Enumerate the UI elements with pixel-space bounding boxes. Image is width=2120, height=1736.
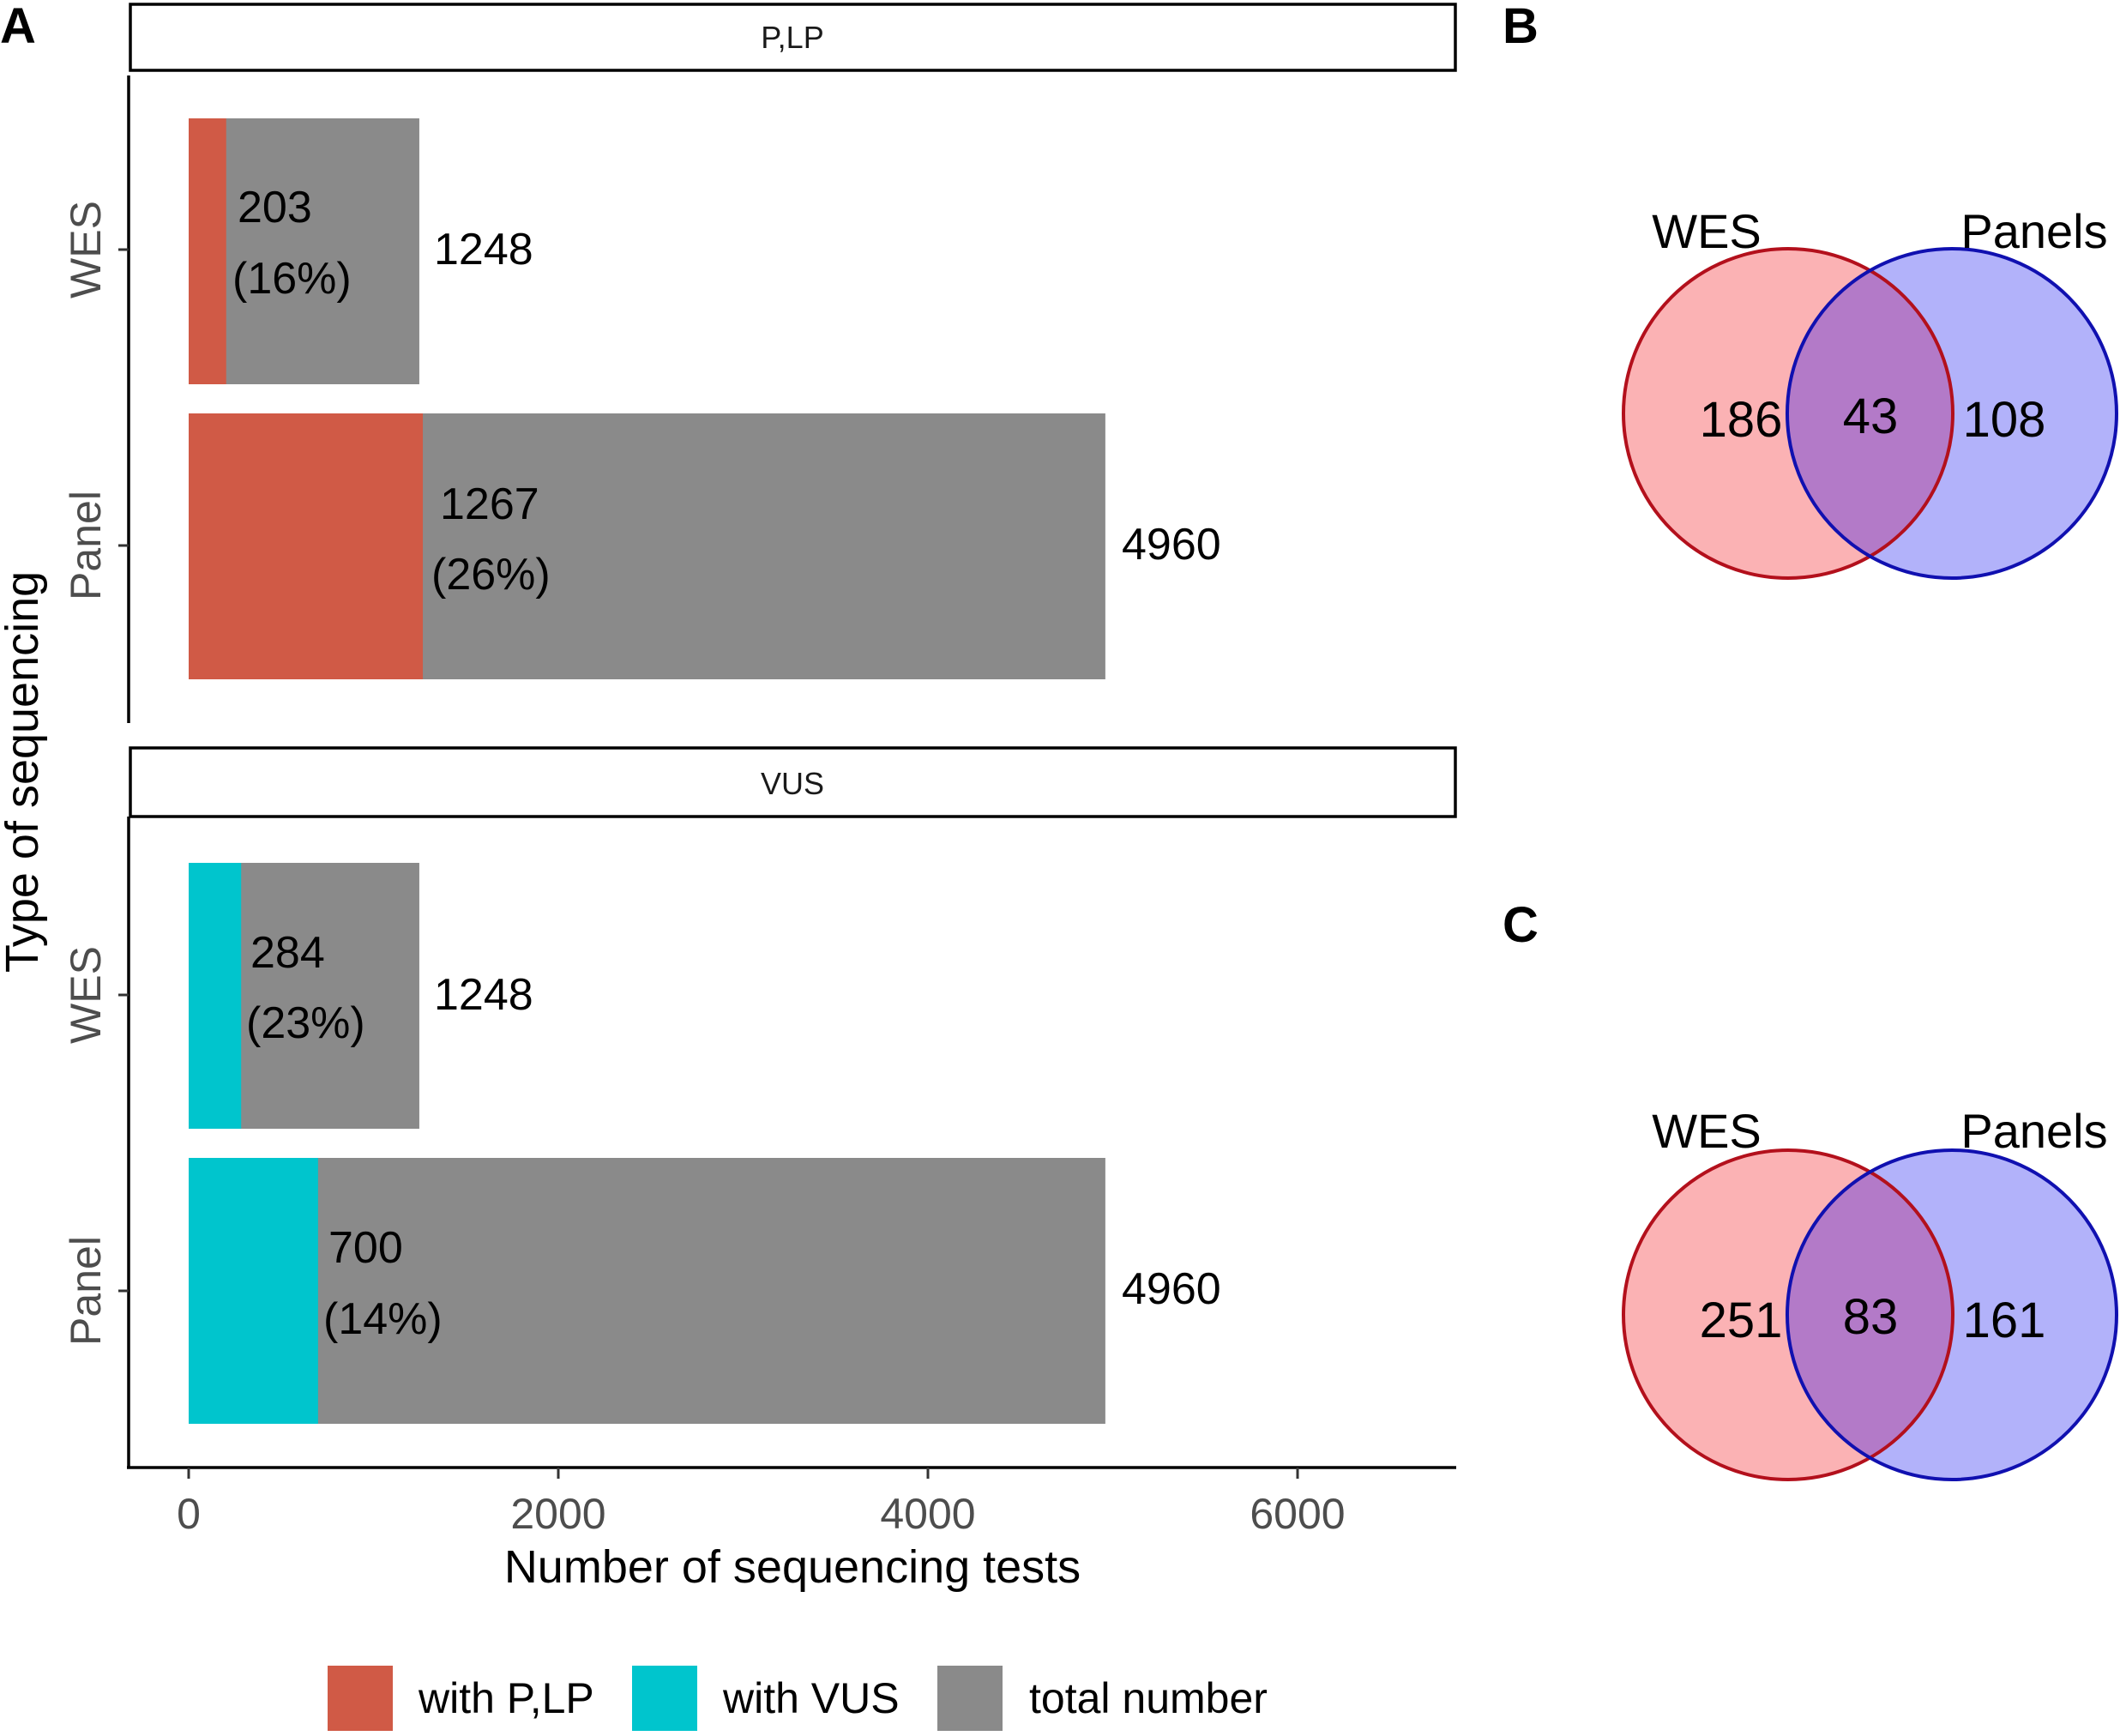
facet-strip-vus — [129, 746, 1457, 818]
legend-swatch-plp — [328, 1666, 393, 1731]
bar-vus-panel-total — [189, 1158, 1105, 1424]
bar-plp-wes-subset — [189, 118, 226, 384]
bar-label-vus-panel-pct: (14%) — [323, 1294, 443, 1344]
venn-b-panels-outline — [1786, 247, 2118, 580]
venn-c-only-wes: 251 — [1700, 1293, 1783, 1348]
venn-c-wes-label: WES — [1652, 1104, 1762, 1158]
venn-b-panels-label: Panels — [1960, 204, 2107, 258]
venn-b-only-panels: 108 — [1963, 392, 2046, 448]
bar-label-vus-panel-total: 4960 — [1122, 1264, 1221, 1314]
legend-swatch-vus — [632, 1666, 697, 1731]
legend-label-vus: with VUS — [722, 1674, 900, 1722]
y-tick-label-vus-wes: WES — [62, 946, 110, 1044]
bar-label-plp-wes-count: 203 — [238, 183, 312, 232]
bar-label-plp-panel-total: 4960 — [1122, 520, 1221, 570]
facet-strip-plp-label: P,LP — [761, 20, 823, 55]
venn-b-wes-outline — [1622, 247, 1954, 580]
venn-c-only-panels: 161 — [1963, 1293, 2046, 1348]
x-axis-title: Number of sequencing tests — [504, 1541, 1081, 1593]
bar-plp-wes-total — [189, 118, 419, 384]
venn-b: WES Panels 186 43 108 — [1622, 204, 2118, 580]
x-tick-label-4000: 4000 — [880, 1490, 975, 1538]
bar-label-plp-panel-count: 1267 — [440, 479, 539, 529]
bar-vus-panel-subset — [189, 1158, 318, 1424]
facet-strip-plp — [129, 3, 1457, 72]
bar-label-plp-wes-total: 1248 — [434, 225, 533, 274]
legend-swatch-total — [937, 1666, 1003, 1731]
venn-b-only-wes: 186 — [1700, 392, 1783, 448]
facet-strip-vus-label: VUS — [761, 766, 824, 801]
y-tick-label-plp-wes: WES — [62, 201, 110, 298]
bar-label-vus-panel-count: 700 — [328, 1223, 403, 1273]
venn-c-panels-outline — [1786, 1148, 2118, 1481]
facet-vus: VUS WES Panel 284 (23%) 1248 700 (14%) 4… — [62, 746, 1457, 1468]
y-tick-label-vus-panel: Panel — [62, 1236, 110, 1346]
x-tick-label-2000: 2000 — [510, 1490, 605, 1538]
x-tick-label-0: 0 — [177, 1490, 201, 1538]
venn-c-wes-outline — [1622, 1148, 1954, 1481]
venn-c-panels-label: Panels — [1960, 1104, 2107, 1158]
x-axis: 0 2000 4000 6000 Number of sequencing te… — [127, 1466, 1456, 1593]
bar-label-vus-wes-total: 1248 — [434, 970, 533, 1020]
bar-label-vus-wes-count: 284 — [250, 928, 325, 978]
bar-vus-wes-subset — [189, 863, 242, 1129]
bar-label-plp-panel-pct: (26%) — [431, 550, 551, 600]
x-tick-label-6000: 6000 — [1250, 1490, 1345, 1538]
y-tick-label-plp-panel: Panel — [62, 491, 110, 600]
bar-label-vus-wes-pct: (23%) — [246, 998, 365, 1048]
bar-plp-panel-subset — [189, 413, 424, 679]
panel-letter-b: B — [1503, 0, 1539, 54]
venn-c-overlap-count: 83 — [1843, 1289, 1899, 1345]
legend-label-plp: with P,LP — [418, 1674, 594, 1722]
bar-label-plp-wes-pct: (16%) — [232, 254, 352, 304]
facet-plp: P,LP WES Panel 203 (16%) 1248 1267 (26%)… — [62, 3, 1457, 723]
panel-letter-c: C — [1503, 897, 1539, 953]
legend: with P,LP with VUS total number — [328, 1666, 1268, 1731]
legend-label-total: total number — [1029, 1674, 1268, 1722]
y-axis-title: Type of sequencing — [0, 571, 48, 973]
venn-b-wes-label: WES — [1652, 204, 1762, 258]
venn-b-overlap-count: 43 — [1843, 389, 1899, 444]
panel-letter-a: A — [0, 0, 36, 54]
venn-c: WES Panels 251 83 161 — [1622, 1104, 2118, 1481]
